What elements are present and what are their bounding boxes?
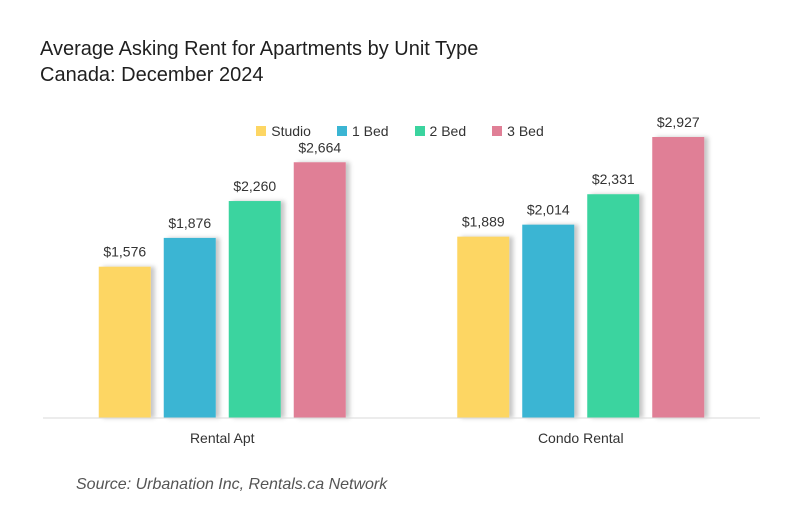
chart-title-line1: Average Asking Rent for Apartments by Un… bbox=[40, 38, 479, 60]
legend-swatch-1bed bbox=[336, 126, 347, 136]
data-label-studio-condo-rental: $1,889 bbox=[462, 214, 505, 230]
legend-swatch-3bed bbox=[492, 126, 503, 136]
legend-label-1bed: 1 Bed bbox=[351, 123, 389, 139]
legend-label-3bed: 3 Bed bbox=[507, 123, 544, 139]
data-label-1bed-rental-apt: $1,876 bbox=[168, 215, 211, 231]
x-tick-label-rental-apt: Rental Apt bbox=[190, 430, 255, 446]
legend-label-studio: Studio bbox=[271, 123, 311, 139]
data-label-3bed-rental-apt: $2,664 bbox=[298, 139, 341, 155]
bar-1bed-condo-rental bbox=[522, 224, 575, 418]
bar-2bed-condo-rental bbox=[587, 194, 640, 418]
legend-swatch-studio bbox=[256, 126, 267, 136]
bar-studio-condo-rental bbox=[457, 236, 510, 418]
data-label-2bed-condo-rental: $2,331 bbox=[592, 171, 635, 187]
x-tick-label-condo-rental: Condo Rental bbox=[538, 430, 624, 446]
legend-item-studio: Studio bbox=[256, 123, 311, 139]
data-label-3bed-condo-rental: $2,927 bbox=[657, 114, 700, 130]
legend-label-2bed: 2 Bed bbox=[429, 123, 467, 139]
data-label-2bed-rental-apt: $2,260 bbox=[233, 178, 276, 194]
chart-title-line2: Canada: December 2024 bbox=[40, 64, 264, 86]
legend-item-2bed: 2 Bed bbox=[414, 123, 467, 139]
legend-swatch-2bed bbox=[414, 126, 425, 136]
bar-studio-rental-apt bbox=[98, 266, 151, 418]
bar-3bed-rental-apt bbox=[293, 162, 346, 418]
chart-title: Average Asking Rent for Apartments by Un… bbox=[40, 36, 478, 88]
bars-group: $1,576 $1,876 $2,260 $2,664 $1,889 $2,014 $2,3… bbox=[98, 114, 705, 418]
x-axis-labels: Rental Apt Condo Rental bbox=[190, 430, 624, 446]
bar-3bed-condo-rental bbox=[652, 137, 705, 418]
legend-item-3bed: 3 Bed bbox=[492, 123, 544, 139]
legend-item-1bed: 1 Bed bbox=[336, 123, 389, 139]
data-label-studio-rental-apt: $1,576 bbox=[103, 244, 146, 260]
source-note: Source: Urbanation Inc, Rentals.ca Netwo… bbox=[76, 476, 388, 493]
bar-1bed-rental-apt bbox=[163, 237, 216, 418]
bar-2bed-rental-apt bbox=[228, 201, 281, 418]
data-label-1bed-condo-rental: $2,014 bbox=[527, 202, 570, 218]
legend: Studio 1 Bed 2 Bed 3 Bed bbox=[0, 123, 800, 139]
